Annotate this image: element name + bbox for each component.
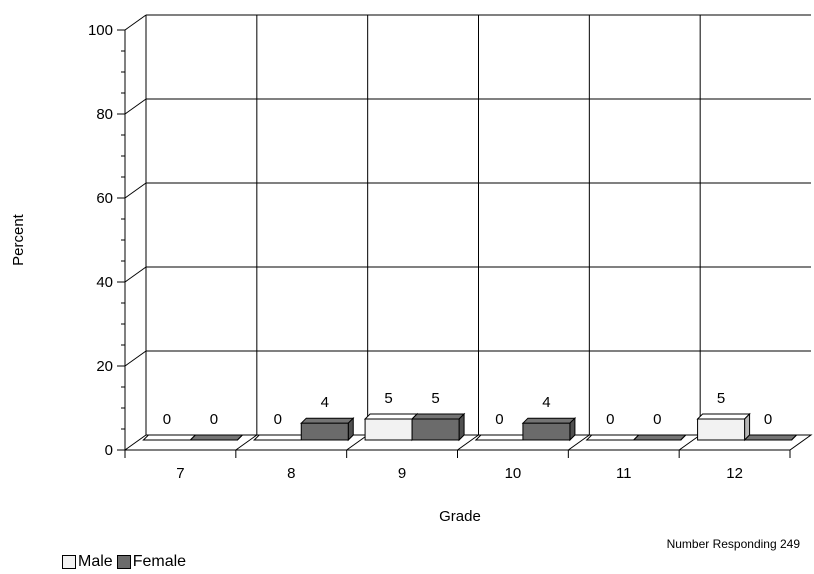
bar [696,412,751,442]
bar-top-face [632,434,687,441]
data-label: 0 [163,411,171,428]
bar [142,434,197,441]
bar-top-face [410,413,466,420]
bar-top-face [300,417,355,424]
data-label: 4 [321,394,329,411]
side-gridline [124,98,147,115]
bar [189,434,244,441]
y-tick-label: 60 [96,190,113,207]
floor-divider [568,434,590,451]
legend-item-male: Male [62,553,113,571]
y-axis-label: Percent [10,213,27,266]
bar-front-face [697,418,746,441]
data-label: 4 [542,394,550,411]
x-tick-label: 10 [505,465,522,482]
side-gridline [124,14,147,31]
x-tick-label: 11 [616,465,632,482]
legend-swatch-male [62,555,76,569]
bar [410,412,466,442]
legend-item-female: Female [116,553,187,571]
floor-divider [457,434,479,451]
bar-front-face [300,422,349,441]
bar [585,434,640,441]
bar-side-face [680,434,687,441]
bar-front-face [522,422,571,441]
x-tick-label: 12 [726,465,743,482]
bar-top-face [474,434,530,441]
bar-top-face [521,417,577,424]
data-label: 0 [210,411,218,428]
bar-side-face [237,434,243,441]
bar-top-face [363,413,419,420]
y-tick-label: 100 [88,22,113,39]
data-label: 5 [717,390,725,407]
gridlines [124,14,811,435]
bar [474,434,530,441]
bars [142,412,798,442]
floor-divider [346,434,368,451]
x-axis-label: Grade [439,508,481,525]
bar [363,412,419,442]
bar-front-face [411,418,460,441]
legend: Male Female [62,553,190,571]
bar-top-face [142,434,197,441]
bar [253,434,308,441]
data-label: 0 [606,411,614,428]
bar [300,416,355,442]
data-label: 0 [495,411,503,428]
floor-divider [678,434,701,451]
bar-top-face [743,434,798,441]
legend-label-female: Female [132,553,187,570]
bar-top-face [696,413,751,420]
bar-side-face [791,434,797,441]
x-tick-label: 7 [176,465,184,482]
data-label: 5 [431,390,439,407]
bar [743,434,798,441]
bar-top-face [585,434,640,441]
data-label: 0 [653,411,661,428]
data-label: 5 [384,390,392,407]
y-tick-label: 40 [96,274,113,291]
legend-swatch-female [116,555,131,569]
bar-top-face [189,434,244,441]
bar-front-face [364,418,413,441]
legend-label-male: Male [78,553,113,570]
bar-side-face [458,412,465,442]
y-tick-label: 80 [96,106,113,123]
responses-note: Number Responding 249 [666,537,800,551]
bar [632,434,687,441]
bar-top-face [253,434,308,441]
floor-divider [235,434,258,451]
bar [521,416,577,442]
labels: 0 0 0 4 5 5 0 4 0 0 5 0 [163,390,773,428]
data-label: 0 [274,411,282,428]
side-gridline [124,182,147,199]
y-tick-label: 20 [96,358,113,375]
x-tick-label: 8 [287,465,295,482]
y-tick-label: 0 [105,442,113,459]
data-label: 0 [764,411,772,428]
side-gridline [124,266,147,283]
side-gridline [124,350,147,367]
x-tick-label: 9 [398,465,406,482]
